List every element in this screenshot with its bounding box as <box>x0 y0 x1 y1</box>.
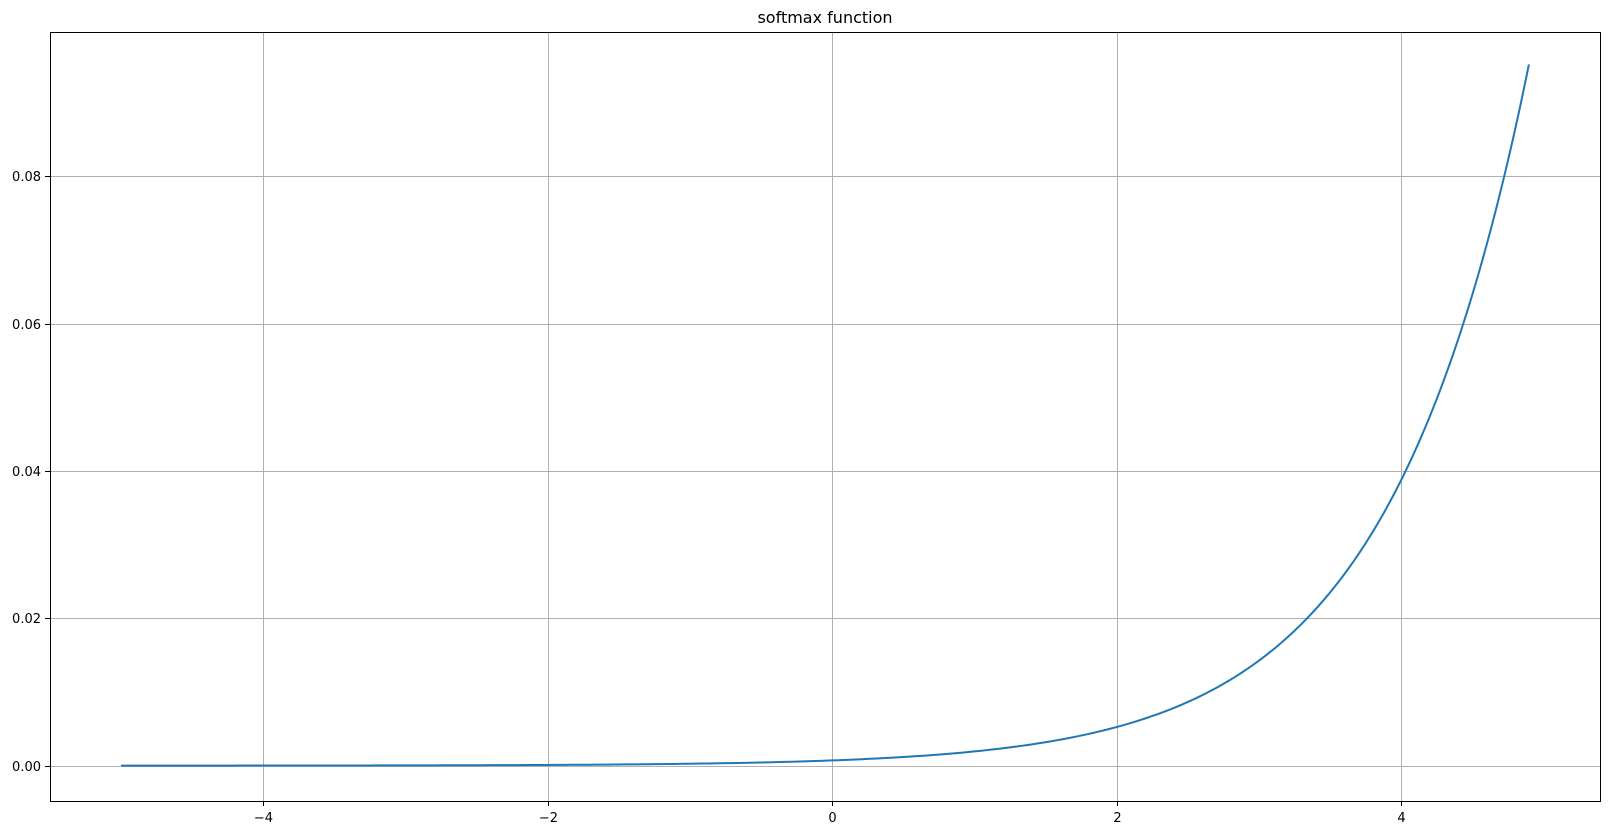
y-tick-label: 0.04 <box>12 465 41 480</box>
x-tick-label: −4 <box>254 811 273 826</box>
y-tick-label: 0.00 <box>12 760 41 775</box>
series-layer <box>121 64 1530 767</box>
series-line <box>121 64 1530 767</box>
x-tick-label: −2 <box>539 811 558 826</box>
y-tick-label: 0.08 <box>12 170 41 185</box>
chart-title: softmax function <box>757 8 892 27</box>
ticks-layer: −4 −2 0 2 4 0.00 0.02 0.04 0.06 0.08 <box>12 170 1406 826</box>
x-tick-label: 2 <box>1113 811 1121 826</box>
x-tick-label: 0 <box>828 811 836 826</box>
y-tick-label: 0.06 <box>12 318 41 333</box>
grid-layer <box>50 32 1600 801</box>
plot-frame <box>50 32 1601 802</box>
y-tick-label: 0.02 <box>12 612 41 627</box>
x-tick-label: 4 <box>1397 811 1405 826</box>
